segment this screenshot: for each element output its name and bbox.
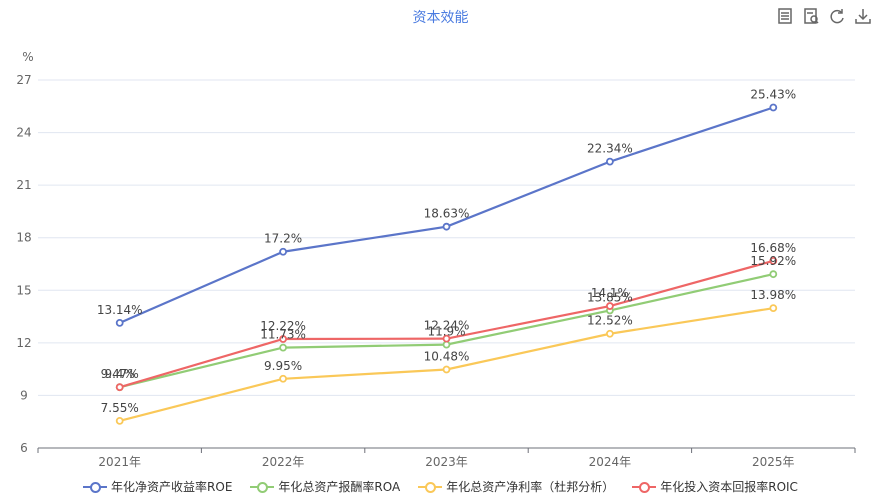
data-point-1[interactable] xyxy=(279,343,288,352)
data-label-3: 9.4% xyxy=(104,367,135,381)
data-label-1: 15.92% xyxy=(750,254,796,268)
data-point-1[interactable] xyxy=(769,270,778,279)
x-tick-label: 2025年 xyxy=(752,455,795,469)
legend-item[interactable]: 年化总资产报酬率ROA xyxy=(250,478,400,495)
data-label-3: 12.24% xyxy=(424,319,470,333)
restore-icon[interactable] xyxy=(801,6,821,26)
y-tick-label: 12 xyxy=(16,336,31,350)
x-tick-label: 2024年 xyxy=(589,455,632,469)
x-tick-label: 2022年 xyxy=(262,455,305,469)
download-icon[interactable] xyxy=(853,6,873,26)
data-point-3[interactable] xyxy=(769,256,778,265)
y-tick-label: 6 xyxy=(20,441,28,455)
x-tick-label: 2021年 xyxy=(98,455,141,469)
legend-label: 年化总资产报酬率ROA xyxy=(278,480,401,494)
chart-legend: 年化净资产收益率ROE 年化总资产报酬率ROA 年化总资产净利率（杜邦分析） 年化投入… xyxy=(0,478,881,495)
chart-title: 资本效能 xyxy=(412,10,469,26)
data-point-0[interactable] xyxy=(115,318,124,327)
legend-label: 年化净资产收益率ROE xyxy=(111,480,233,494)
data-label-0: 25.43% xyxy=(750,88,796,102)
data-point-0[interactable] xyxy=(769,103,778,112)
data-label-2: 7.55% xyxy=(101,401,139,415)
y-tick-label: 21 xyxy=(16,178,31,192)
y-axis-label: % xyxy=(22,50,33,64)
data-point-2[interactable] xyxy=(606,329,614,338)
data-point-2[interactable] xyxy=(769,304,778,313)
data-point-3[interactable] xyxy=(606,302,614,310)
y-tick-label: 15 xyxy=(16,283,31,297)
data-label-2: 12.52% xyxy=(587,314,633,328)
y-tick-label: 9 xyxy=(20,388,28,402)
legend-marker-icon xyxy=(418,480,443,494)
data-label-3: 12.22% xyxy=(260,319,306,333)
data-view-icon[interactable] xyxy=(775,6,795,26)
data-label-2: 9.95% xyxy=(264,359,302,373)
data-label-2: 13.98% xyxy=(750,288,796,302)
data-label-1: 11.9% xyxy=(427,325,465,339)
data-point-0[interactable] xyxy=(442,222,451,231)
data-label-3: 14.1% xyxy=(591,286,629,300)
y-tick-label: 18 xyxy=(16,231,31,245)
x-tick-label: 2023年 xyxy=(425,455,468,469)
data-label-1: 9.47% xyxy=(101,367,139,381)
chart-toolbar xyxy=(775,6,873,26)
legend-marker-icon xyxy=(83,480,108,494)
refresh-icon[interactable] xyxy=(827,6,847,26)
data-point-2[interactable] xyxy=(442,365,451,374)
data-label-0: 18.63% xyxy=(424,207,470,221)
data-label-0: 22.34% xyxy=(587,142,633,156)
legend-label: 年化投入资本回报率ROIC xyxy=(660,480,798,494)
legend-item[interactable]: 年化总资产净利率（杜邦分析） xyxy=(418,478,614,495)
data-point-3[interactable] xyxy=(115,383,124,392)
data-point-2[interactable] xyxy=(115,416,124,425)
legend-marker-icon xyxy=(632,480,657,494)
data-label-3: 16.68% xyxy=(750,241,796,255)
legend-label: 年化总资产净利率（杜邦分析） xyxy=(446,480,615,494)
data-point-0[interactable] xyxy=(279,247,288,256)
data-label-1: 11.73% xyxy=(260,328,306,342)
data-point-2[interactable] xyxy=(279,374,288,383)
legend-item[interactable]: 年化净资产收益率ROE xyxy=(83,478,232,495)
data-label-0: 13.14% xyxy=(97,303,143,317)
y-tick-label: 24 xyxy=(16,126,31,140)
y-tick-label: 27 xyxy=(16,73,31,87)
legend-item[interactable]: 年化投入资本回报率ROIC xyxy=(632,478,798,495)
data-label-1: 13.85% xyxy=(587,290,633,304)
data-label-0: 17.2% xyxy=(264,232,302,246)
data-label-2: 10.48% xyxy=(424,349,470,363)
data-point-0[interactable] xyxy=(606,157,614,166)
data-point-3[interactable] xyxy=(442,334,451,343)
legend-marker-icon xyxy=(250,480,275,494)
data-point-3[interactable] xyxy=(279,335,288,343)
